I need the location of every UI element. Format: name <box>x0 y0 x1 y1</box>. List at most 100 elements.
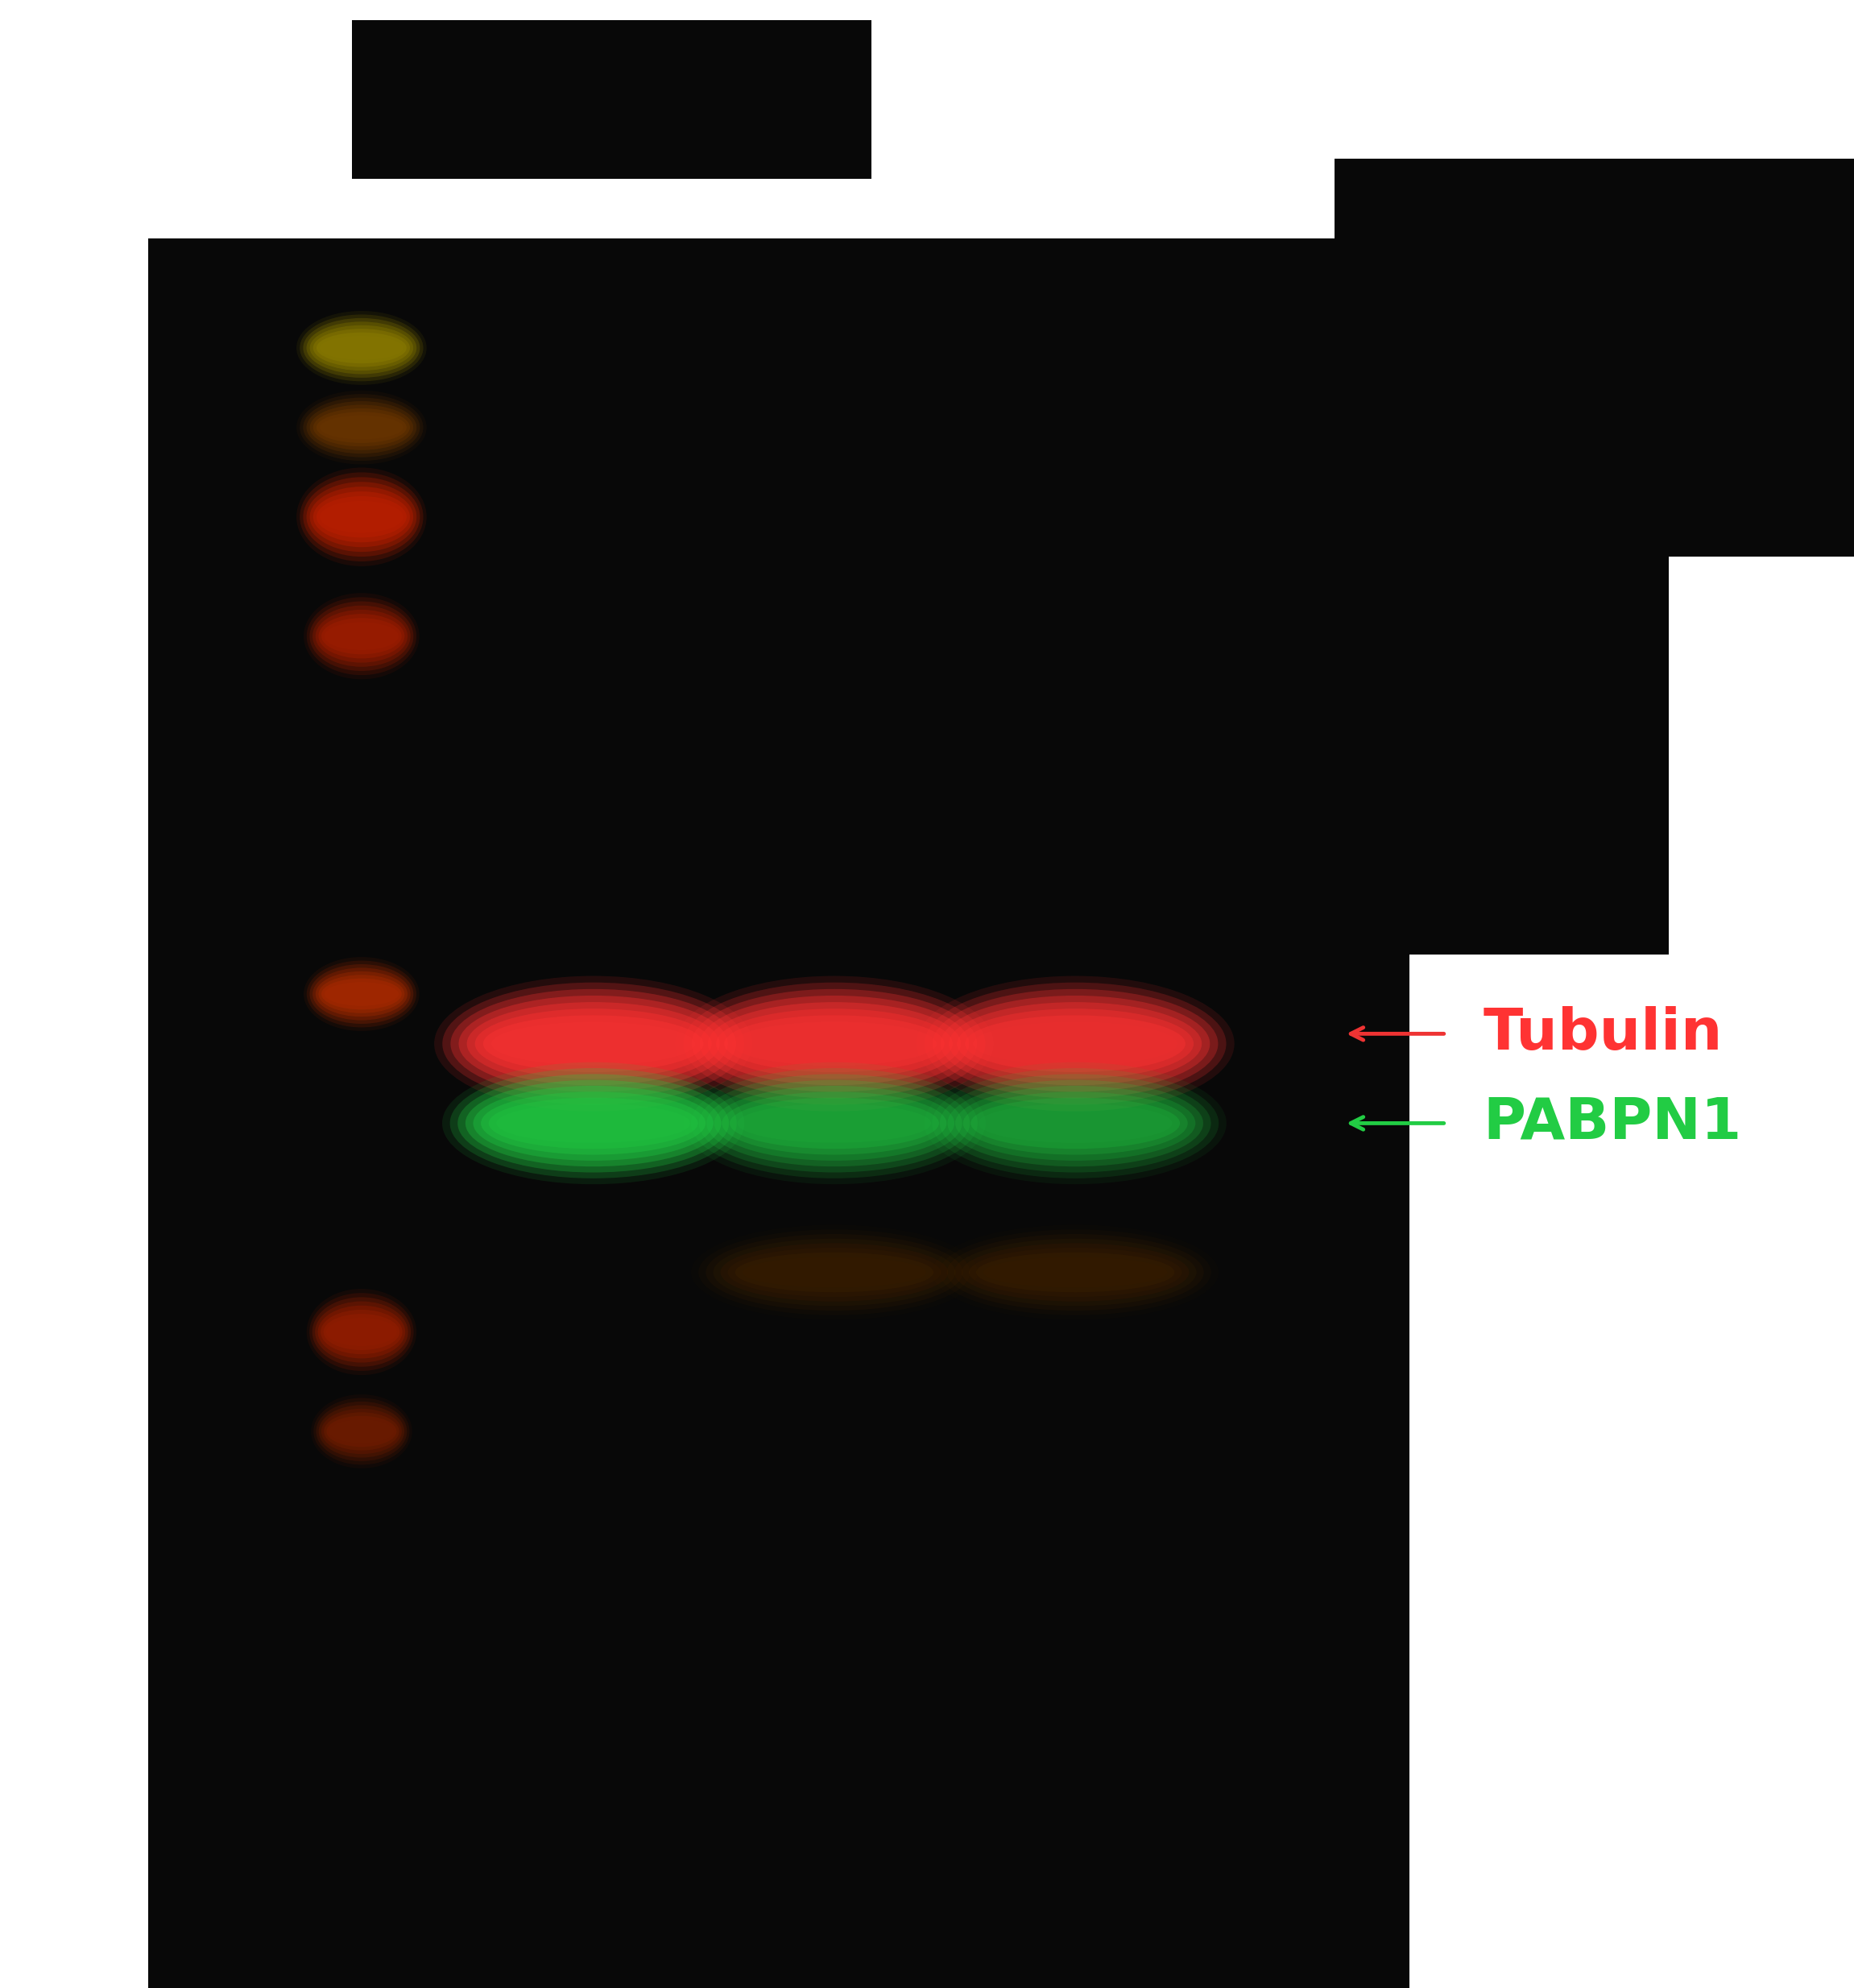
Ellipse shape <box>497 1103 690 1143</box>
Ellipse shape <box>321 618 402 654</box>
Ellipse shape <box>313 328 410 368</box>
Ellipse shape <box>310 406 413 449</box>
Ellipse shape <box>933 990 1218 1097</box>
Ellipse shape <box>738 1103 931 1143</box>
Ellipse shape <box>297 467 426 567</box>
Ellipse shape <box>300 473 423 561</box>
Ellipse shape <box>940 996 1211 1091</box>
Ellipse shape <box>923 1062 1227 1185</box>
Ellipse shape <box>310 602 413 672</box>
Ellipse shape <box>940 1229 1211 1316</box>
Ellipse shape <box>706 1079 962 1167</box>
Ellipse shape <box>955 1085 1196 1161</box>
Ellipse shape <box>306 322 417 374</box>
Ellipse shape <box>730 1097 938 1149</box>
Ellipse shape <box>725 1016 944 1072</box>
Ellipse shape <box>458 996 729 1091</box>
Ellipse shape <box>300 394 423 461</box>
Ellipse shape <box>480 1091 706 1155</box>
Ellipse shape <box>716 1008 953 1079</box>
Ellipse shape <box>304 477 419 557</box>
Ellipse shape <box>467 1002 719 1085</box>
Ellipse shape <box>729 1248 940 1296</box>
Ellipse shape <box>306 960 417 1028</box>
Ellipse shape <box>465 1079 721 1167</box>
Ellipse shape <box>321 1310 402 1354</box>
Ellipse shape <box>304 318 419 378</box>
Ellipse shape <box>310 1292 413 1372</box>
Ellipse shape <box>699 996 970 1091</box>
Ellipse shape <box>714 1085 955 1161</box>
Ellipse shape <box>311 1298 412 1368</box>
Ellipse shape <box>484 1016 703 1072</box>
Ellipse shape <box>940 1074 1211 1173</box>
Ellipse shape <box>321 1409 402 1453</box>
Ellipse shape <box>451 1068 736 1179</box>
FancyBboxPatch shape <box>148 1730 445 1928</box>
Ellipse shape <box>310 964 413 1024</box>
Ellipse shape <box>319 974 404 1014</box>
Ellipse shape <box>313 491 410 543</box>
Ellipse shape <box>324 982 399 1006</box>
Ellipse shape <box>692 990 977 1097</box>
Ellipse shape <box>330 1419 395 1443</box>
Ellipse shape <box>310 487 413 547</box>
Ellipse shape <box>313 606 410 666</box>
Ellipse shape <box>947 1079 1203 1167</box>
Ellipse shape <box>317 412 406 443</box>
Ellipse shape <box>297 310 426 386</box>
Ellipse shape <box>947 1235 1203 1310</box>
Ellipse shape <box>315 1302 408 1362</box>
Ellipse shape <box>699 1074 970 1173</box>
Ellipse shape <box>310 326 413 370</box>
Ellipse shape <box>970 1248 1181 1296</box>
Ellipse shape <box>319 614 404 658</box>
Text: PABPN1: PABPN1 <box>1483 1095 1743 1151</box>
Text: Tubulin: Tubulin <box>1483 1006 1722 1062</box>
Ellipse shape <box>313 968 410 1020</box>
FancyBboxPatch shape <box>1335 557 1669 954</box>
Ellipse shape <box>491 1022 695 1066</box>
Ellipse shape <box>317 497 406 537</box>
Ellipse shape <box>315 1402 408 1461</box>
Ellipse shape <box>306 596 417 676</box>
Ellipse shape <box>973 1022 1177 1066</box>
Ellipse shape <box>966 1016 1185 1072</box>
Ellipse shape <box>321 978 402 1010</box>
Ellipse shape <box>736 1252 933 1292</box>
Ellipse shape <box>313 1398 410 1465</box>
Ellipse shape <box>971 1097 1179 1149</box>
Ellipse shape <box>925 982 1225 1105</box>
Ellipse shape <box>489 1097 697 1149</box>
Ellipse shape <box>732 1022 936 1066</box>
Ellipse shape <box>721 1242 947 1302</box>
Ellipse shape <box>315 972 408 1016</box>
Ellipse shape <box>313 408 410 447</box>
Ellipse shape <box>317 332 406 364</box>
Ellipse shape <box>321 415 404 439</box>
Ellipse shape <box>916 976 1235 1111</box>
Ellipse shape <box>699 1229 970 1316</box>
Ellipse shape <box>304 398 419 457</box>
Ellipse shape <box>708 1002 960 1085</box>
Ellipse shape <box>315 610 408 662</box>
Ellipse shape <box>675 976 994 1111</box>
Ellipse shape <box>311 1394 412 1469</box>
Ellipse shape <box>714 1239 955 1306</box>
Ellipse shape <box>441 1062 745 1185</box>
Ellipse shape <box>306 402 417 453</box>
Ellipse shape <box>306 481 417 553</box>
Ellipse shape <box>473 1085 714 1161</box>
FancyBboxPatch shape <box>1335 159 1854 557</box>
Ellipse shape <box>933 1068 1218 1179</box>
Ellipse shape <box>957 1008 1194 1079</box>
Ellipse shape <box>979 1103 1172 1143</box>
Ellipse shape <box>443 982 743 1105</box>
Ellipse shape <box>324 622 399 650</box>
Ellipse shape <box>297 390 426 465</box>
Ellipse shape <box>319 1406 404 1457</box>
Ellipse shape <box>692 1068 977 1179</box>
Ellipse shape <box>321 501 404 533</box>
Ellipse shape <box>304 956 419 1032</box>
Ellipse shape <box>324 1411 399 1451</box>
